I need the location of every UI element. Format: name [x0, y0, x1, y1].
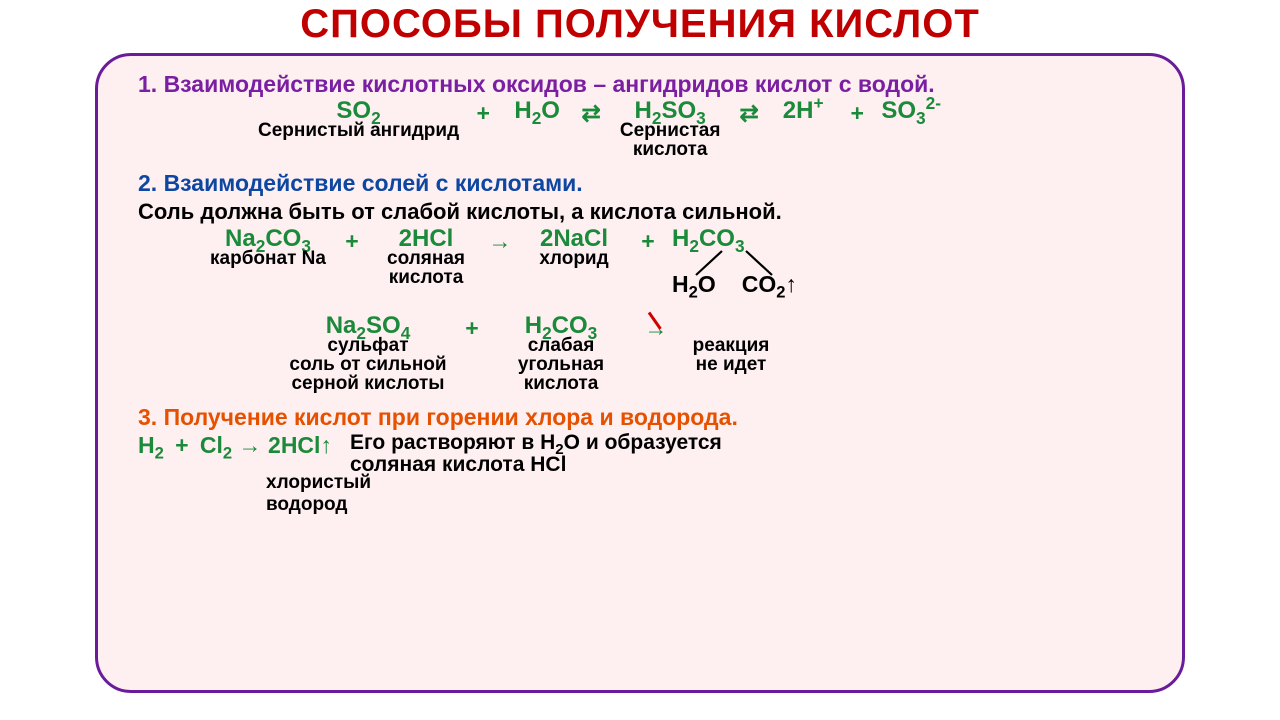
section-1-heading: 1. Взаимодействие кислотных оксидов – ан…	[138, 72, 1142, 97]
section-3-note: Его растворяют в H2O и образуется соляна…	[350, 432, 722, 476]
split-arrows-icon	[684, 249, 784, 279]
section-3-heading: 3. Получение кислот при горении хлора и …	[138, 405, 1142, 430]
section-1: 1. Взаимодействие кислотных оксидов – ан…	[138, 72, 1142, 159]
crossed-arrow-icon: →	[645, 315, 668, 342]
equation-1: SO2 Сернистый ангидрид + H2O ⇄ H2SO3 Сер…	[258, 99, 1142, 159]
section-3: 3. Получение кислот при горении хлора и …	[138, 405, 1142, 516]
section-2: 2. Взаимодействие солей с кислотами. Сол…	[138, 171, 1142, 392]
section-2-heading: 2. Взаимодействие солей с кислотами.	[138, 171, 1142, 196]
equation-3: H2 + Cl2 → 2HCl↑ Его растворяют в H2O и …	[138, 432, 1142, 476]
section-2-desc: Соль должна быть от слабой кислоты, а ки…	[138, 199, 1142, 225]
equation-2b: Na2SO4 сульфат соль от сильной серной ки…	[288, 314, 1142, 393]
page-title: СПОСОБЫ ПОЛУЧЕНИЯ КИСЛОТ	[300, 2, 980, 47]
equation-3-caption: хлористый водород	[266, 472, 1142, 516]
equation-2a: Na2CO3 карбонат Na + 2HCl соляная кислот…	[208, 227, 1142, 298]
content-card: 1. Взаимодействие кислотных оксидов – ан…	[95, 53, 1185, 693]
